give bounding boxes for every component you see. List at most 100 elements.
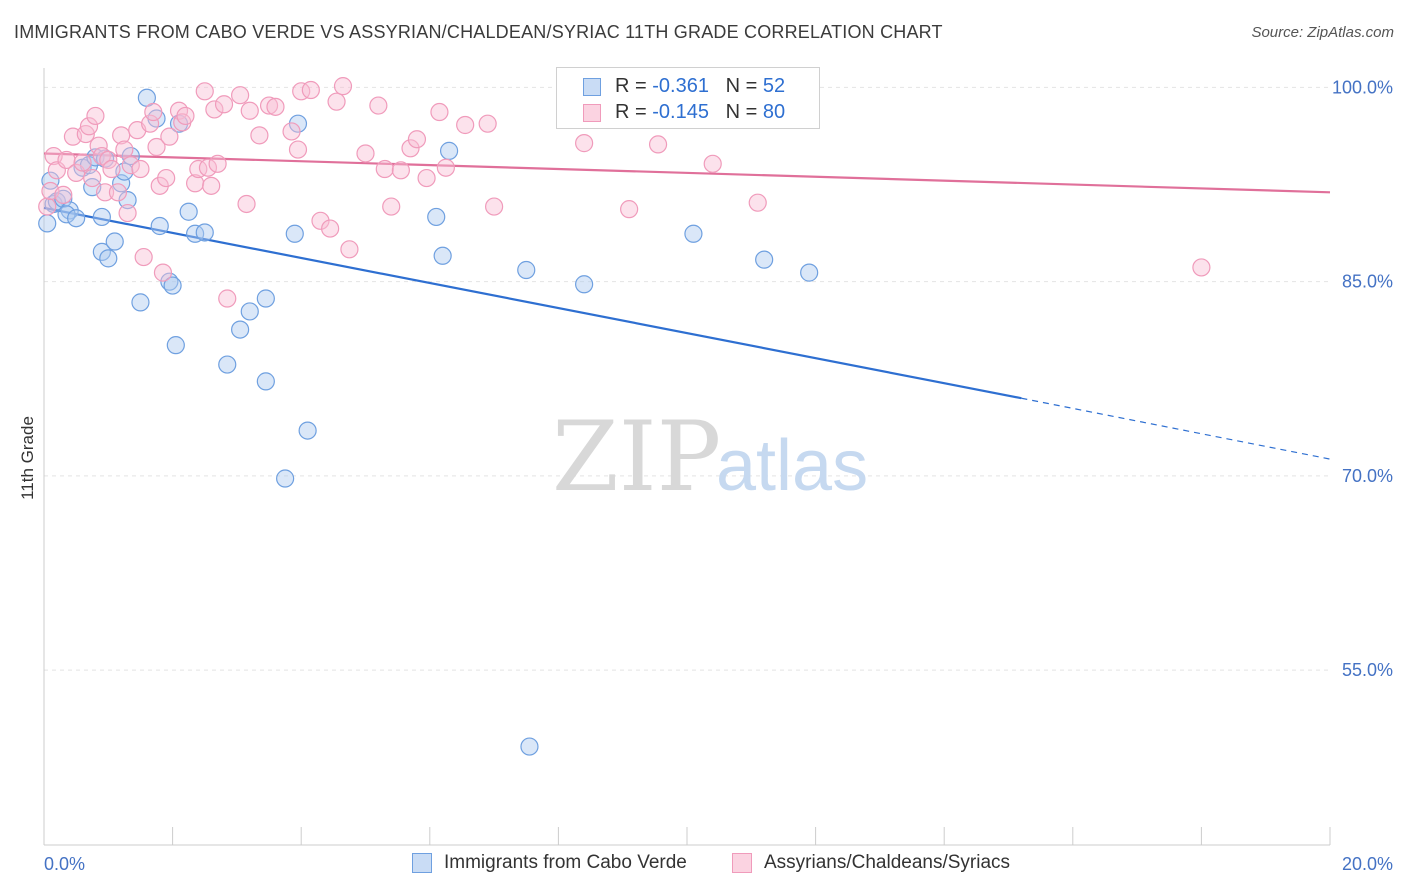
data-point	[57, 205, 76, 224]
pink-swatch-icon	[583, 104, 601, 122]
data-point	[430, 102, 449, 122]
data-point	[288, 140, 308, 159]
data-point	[166, 336, 185, 355]
data-point	[83, 168, 102, 188]
data-point	[427, 207, 446, 227]
data-point	[67, 163, 86, 182]
data-point	[150, 216, 169, 236]
legend-label: Assyrians/Chaldeans/Syriacs	[764, 852, 1011, 873]
data-point	[439, 141, 459, 160]
data-point	[301, 80, 320, 100]
data-point	[401, 139, 420, 158]
y-axis-title: 11th Grade	[18, 416, 37, 500]
trend-line-assyrian	[43, 152, 1331, 194]
data-point	[218, 355, 237, 374]
data-point	[620, 200, 639, 219]
data-point	[160, 127, 179, 146]
trend-lines	[43, 152, 1331, 460]
correlation-legend: R = -0.361 N = 52 R = -0.145 N = 80	[556, 67, 820, 129]
watermark: ZIP atlas	[552, 401, 868, 513]
data-point	[240, 101, 259, 120]
x-tick-label: 20.0%	[1342, 854, 1393, 874]
data-point	[218, 289, 237, 308]
n-label: N =	[725, 75, 758, 97]
grid-lines	[44, 86, 1330, 671]
source-label: Source: ZipAtlas.com	[1251, 24, 1394, 41]
data-point	[407, 130, 427, 149]
data-point	[333, 77, 353, 96]
data-point	[800, 263, 819, 282]
blue-swatch-icon	[412, 853, 432, 873]
data-points	[38, 77, 1211, 756]
data-point	[195, 82, 214, 101]
data-point	[67, 209, 86, 228]
data-point	[282, 122, 301, 141]
data-point	[38, 214, 57, 233]
data-point	[231, 320, 250, 339]
data-point	[195, 223, 214, 242]
n-label: N =	[725, 101, 758, 123]
data-point	[38, 197, 57, 216]
data-point	[105, 232, 124, 251]
data-point	[163, 276, 182, 295]
data-point	[121, 156, 140, 175]
data-point	[214, 95, 234, 114]
data-point	[259, 96, 279, 115]
data-point	[285, 224, 304, 243]
data-point	[684, 224, 703, 243]
data-point	[73, 153, 92, 172]
data-point	[356, 144, 375, 163]
data-point	[118, 203, 137, 223]
pink-swatch-icon	[732, 853, 752, 873]
data-point	[703, 154, 722, 173]
data-point	[237, 194, 256, 214]
data-point	[179, 202, 198, 221]
data-point	[433, 246, 452, 265]
legend-text: R = -0.361 N = 52	[615, 75, 785, 98]
data-point	[375, 159, 394, 179]
data-point	[1192, 258, 1211, 277]
data-point	[755, 250, 774, 269]
y-tick-label: 85.0%	[1342, 272, 1393, 292]
data-point	[648, 135, 668, 154]
data-point	[140, 114, 160, 133]
data-point	[417, 168, 436, 188]
data-point	[478, 114, 497, 133]
x-tick-labels: 0.0% 20.0%	[44, 854, 1393, 874]
data-point	[102, 159, 121, 179]
data-point	[276, 469, 295, 488]
data-point	[89, 136, 108, 155]
data-point	[86, 106, 105, 126]
axes	[43, 68, 1331, 846]
data-point	[153, 263, 173, 282]
data-point	[298, 421, 317, 440]
data-point	[250, 126, 269, 145]
data-point	[198, 158, 218, 177]
data-point	[240, 302, 259, 321]
data-point	[208, 154, 227, 173]
r-value: -0.361	[652, 75, 709, 97]
data-point	[748, 193, 767, 212]
data-point	[176, 106, 195, 126]
data-point	[41, 171, 60, 190]
data-point	[311, 211, 330, 230]
data-point	[391, 161, 410, 180]
trend-line-cabo-verde-extension	[1021, 397, 1331, 460]
n-value: 52	[762, 75, 786, 97]
data-point	[321, 219, 340, 238]
data-point	[134, 247, 153, 267]
x-tick-label: 0.0%	[44, 854, 85, 874]
data-point	[382, 197, 401, 216]
y-tick-label: 100.0%	[1332, 77, 1393, 97]
data-point	[92, 207, 111, 227]
data-point	[95, 183, 115, 202]
data-point	[517, 260, 536, 280]
data-point	[92, 242, 111, 261]
data-point	[369, 96, 388, 115]
data-point	[456, 115, 475, 135]
data-point	[256, 372, 275, 391]
data-point	[256, 289, 275, 308]
data-point	[147, 137, 166, 157]
y-tick-labels: 100.0% 85.0% 70.0% 55.0%	[1332, 77, 1393, 680]
